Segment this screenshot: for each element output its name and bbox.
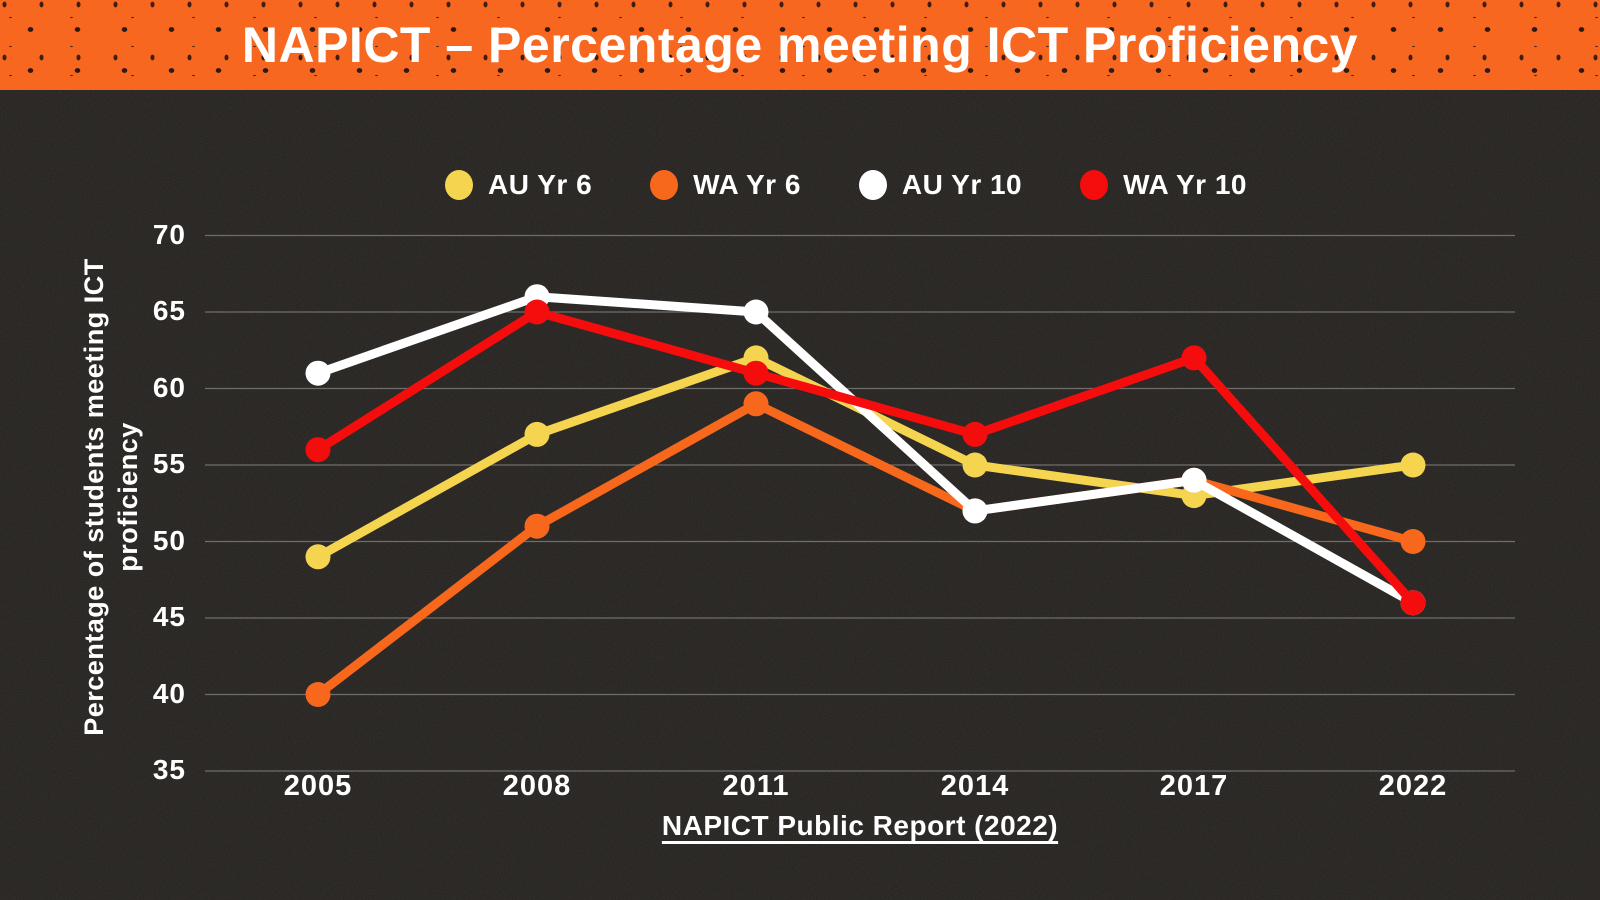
legend-item-au-yr-6: AU Yr 6 [445, 169, 592, 201]
x-tick-label-2005: 2005 [283, 770, 353, 802]
data-point-au-yr-10-2011 [743, 299, 769, 325]
data-point-au-yr-10-2014 [962, 498, 988, 524]
chart-legend: AU Yr 6 WA Yr 6 AU Yr 10 WA Yr 10 [0, 163, 1600, 207]
x-tick-label-2008: 2008 [502, 770, 572, 802]
data-point-au-yr-10-2005 [305, 360, 331, 386]
legend-dot-icon [445, 170, 474, 200]
series-line-wa-yr-6 [313, 399, 1418, 699]
data-point-wa-yr-10-2014 [962, 421, 988, 447]
data-point-wa-yr-6-2008 [524, 513, 550, 539]
data-point-wa-yr-6-2005 [305, 682, 331, 707]
legend-item-au-yr-10: AU Yr 10 [858, 169, 1023, 201]
x-tick-label-2017: 2017 [1159, 770, 1229, 802]
data-point-wa-yr-10-2005 [305, 437, 331, 463]
legend-label: AU Yr 6 [488, 169, 593, 200]
y-axis-title: Percentage of students meeting ICT profi… [79, 258, 143, 736]
data-point-wa-yr-10-2008 [524, 299, 550, 325]
data-point-au-yr-6-2022 [1400, 452, 1426, 478]
data-point-wa-yr-10-2022 [1400, 590, 1426, 616]
data-point-au-yr-10-2017 [1181, 467, 1207, 493]
source-caption-text: NAPICT Public Report (2022) [661, 810, 1059, 841]
data-point-wa-yr-10-2011 [743, 360, 769, 386]
legend-label: WA Yr 6 [693, 169, 801, 200]
source-caption: NAPICT Public Report (2022) [205, 810, 1515, 842]
legend-label: WA Yr 10 [1123, 169, 1247, 200]
legend-dot-icon [858, 170, 887, 200]
legend-item-wa-yr-6: WA Yr 6 [650, 169, 801, 201]
legend-label: AU Yr 10 [901, 169, 1023, 200]
data-point-wa-yr-6-2011 [743, 391, 769, 417]
data-point-au-yr-6-2005 [305, 544, 331, 570]
legend-item-wa-yr-10: WA Yr 10 [1080, 169, 1247, 201]
data-point-au-yr-6-2014 [962, 452, 988, 478]
x-tick-label-2011: 2011 [722, 770, 790, 802]
legend-dot-icon [650, 170, 679, 200]
data-point-wa-yr-10-2017 [1181, 345, 1207, 371]
data-point-au-yr-6-2008 [524, 421, 550, 447]
data-point-wa-yr-6-2022 [1400, 529, 1426, 554]
x-tick-label-2014: 2014 [940, 770, 1010, 802]
x-tick-label-2022: 2022 [1378, 770, 1448, 802]
legend-dot-icon [1080, 170, 1109, 200]
